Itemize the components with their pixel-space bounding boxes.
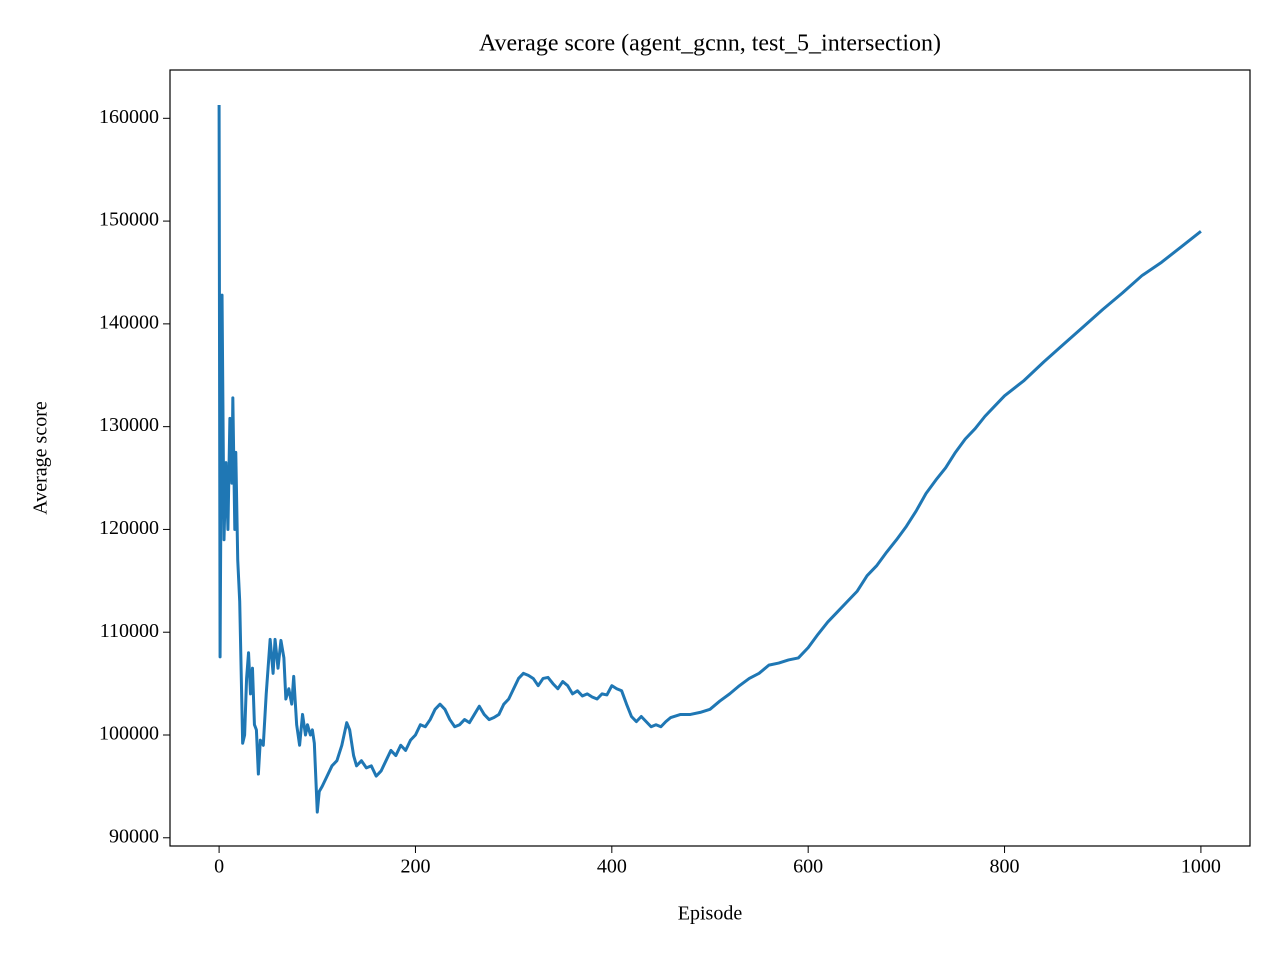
- plot-frame: [169, 69, 1251, 847]
- y-tick-label: 160000: [99, 106, 159, 128]
- y-tick-label: 140000: [99, 311, 159, 333]
- x-axis-label: Episode: [678, 903, 743, 925]
- x-tick-label: 800: [990, 856, 1020, 878]
- y-tick-label: 90000: [109, 825, 159, 847]
- chart-title: Average score (agent_gcnn, test_5_inters…: [479, 31, 941, 57]
- y-tick-label: 120000: [99, 517, 159, 539]
- x-tick-label: 0: [214, 856, 224, 878]
- data-line: [217, 104, 1202, 814]
- x-tick-label: 400: [597, 856, 627, 878]
- y-tick-label: 110000: [100, 620, 159, 642]
- y-tick-label: 100000: [99, 723, 159, 745]
- x-tick-label: 1000: [1181, 856, 1221, 878]
- x-tick-label: 200: [400, 856, 430, 878]
- y-axis-label: Average score: [30, 401, 52, 515]
- y-tick-label: 130000: [99, 414, 159, 436]
- x-tick-label: 600: [793, 856, 823, 878]
- y-tick-label: 150000: [99, 209, 159, 231]
